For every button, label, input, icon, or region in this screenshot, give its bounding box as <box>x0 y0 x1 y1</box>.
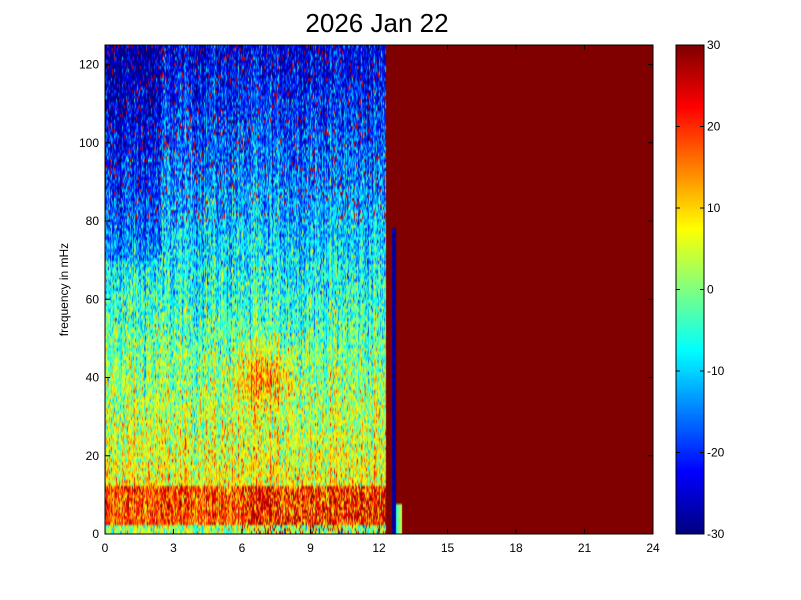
y-tick-label: 120 <box>79 58 99 72</box>
y-axis: 0 20 40 60 80 100 120 <box>79 58 653 541</box>
y-tick-label: 80 <box>86 214 100 228</box>
colorbar-gradient <box>676 45 704 534</box>
colorbar-tick-label: 10 <box>707 201 721 215</box>
heatmap-image <box>105 45 653 534</box>
y-tick-label: 0 <box>92 527 99 541</box>
x-tick-label: 6 <box>239 541 246 555</box>
y-tick-label: 40 <box>86 371 100 385</box>
y-tick-label: 60 <box>86 292 100 306</box>
colorbar: -30 -20 -10 0 10 20 30 <box>675 38 725 541</box>
colorbar-axis: -30 -20 -10 0 10 20 30 <box>676 38 725 541</box>
x-tick-label: 12 <box>372 541 386 555</box>
colorbar-tick-label: -10 <box>707 364 725 378</box>
colorbar-tick-label: 0 <box>707 283 714 297</box>
y-axis-label: frequency in mHz <box>57 243 71 336</box>
plot-area: 0 3 6 9 12 15 18 21 24 0 20 40 60 80 100 120 <box>79 44 660 555</box>
x-tick-label: 0 <box>102 541 109 555</box>
x-tick-label: 18 <box>509 541 523 555</box>
x-tick-label: 24 <box>646 541 660 555</box>
y-tick-label: 20 <box>86 449 100 463</box>
colorbar-tick-label: 20 <box>707 120 721 134</box>
chart-title: 2026 Jan 22 <box>305 8 448 38</box>
colorbar-tick-label: 30 <box>707 38 721 52</box>
colorbar-tick-label: -20 <box>707 446 725 460</box>
x-tick-label: 9 <box>307 541 314 555</box>
y-tick-label: 100 <box>79 136 99 150</box>
colorbar-tick-label: -30 <box>707 527 725 541</box>
x-tick-label: 15 <box>441 541 455 555</box>
x-tick-label: 3 <box>170 541 177 555</box>
x-axis: 0 3 6 9 12 15 18 21 24 <box>102 45 660 555</box>
x-tick-label: 21 <box>578 541 592 555</box>
